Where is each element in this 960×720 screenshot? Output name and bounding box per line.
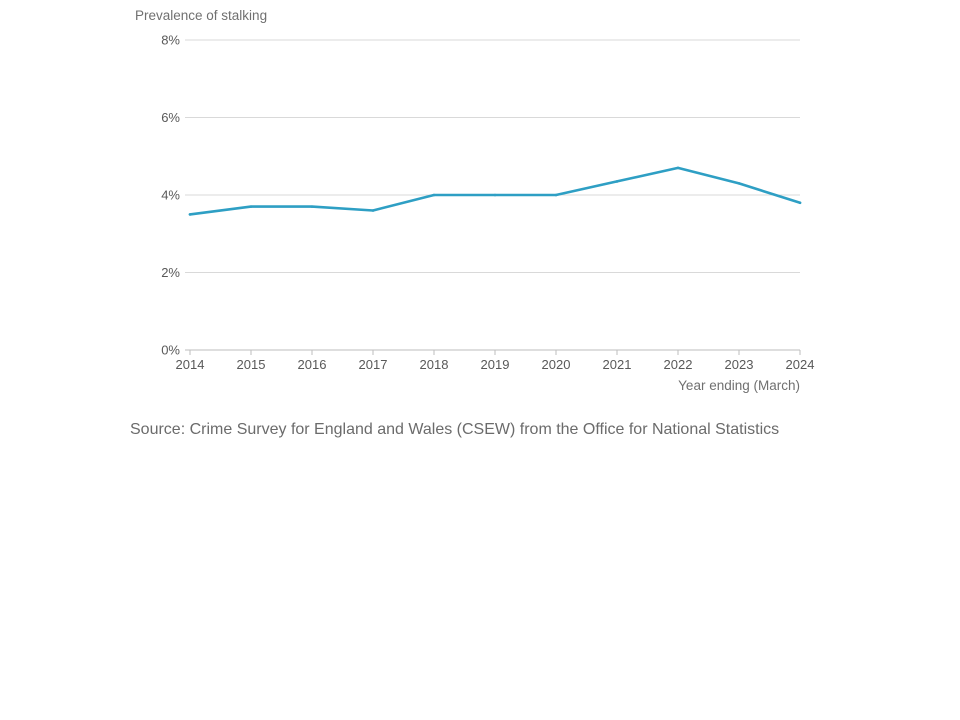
data-point-2014 [188, 213, 192, 216]
data-point-2023 [737, 182, 741, 185]
data-point-2015 [249, 205, 253, 208]
x-tick-label-2023: 2023 [725, 357, 754, 372]
y-tick-label-4: 8% [161, 33, 180, 48]
chart-container: Prevalence of stalking 0% 2% 4% 6% 8% 2014 20… [130, 8, 815, 438]
y-tick-label-3: 6% [161, 110, 180, 125]
series-group [188, 166, 802, 216]
data-point-2017 [371, 209, 375, 212]
x-tick-label-2024: 2024 [786, 357, 815, 372]
data-point-2019 [493, 193, 497, 197]
x-tick-label-2014: 2014 [176, 357, 205, 372]
x-tick-label-2019: 2019 [481, 357, 510, 372]
x-tick-label-2020: 2020 [542, 357, 571, 372]
x-tick-label-2021: 2021 [603, 357, 632, 372]
data-point-2022 [676, 166, 680, 170]
x-tick-label-2016: 2016 [298, 357, 327, 372]
y-tick-label-2: 4% [161, 188, 180, 203]
source-note: Source: Crime Survey for England and Wal… [130, 421, 780, 438]
x-tick-label-2017: 2017 [359, 357, 388, 372]
x-tick-label-2018: 2018 [420, 357, 449, 372]
x-axis-ticks: 2014 2015 2016 2017 2018 2019 2020 2021 2022 2023… [176, 350, 815, 372]
data-point-2021 [615, 180, 619, 183]
data-point-2018 [432, 193, 436, 197]
y-axis-ticks: 0% 2% 4% 6% 8% [161, 33, 180, 358]
data-point-2024 [798, 201, 802, 205]
x-tick-label-2022: 2022 [664, 357, 693, 372]
x-axis-title: Year ending (March) [678, 378, 800, 393]
x-tick-label-2015: 2015 [237, 357, 266, 372]
y-tick-label-1: 2% [161, 265, 180, 280]
series-line-0 [188, 166, 802, 216]
y-axis-title: Prevalence of stalking [135, 8, 267, 23]
data-point-2020 [554, 193, 558, 197]
data-point-2016 [310, 205, 314, 208]
line-chart: Prevalence of stalking 0%2%4%6%8% 2014 20… [135, 8, 815, 393]
y-tick-label-0: 0% [161, 343, 180, 358]
